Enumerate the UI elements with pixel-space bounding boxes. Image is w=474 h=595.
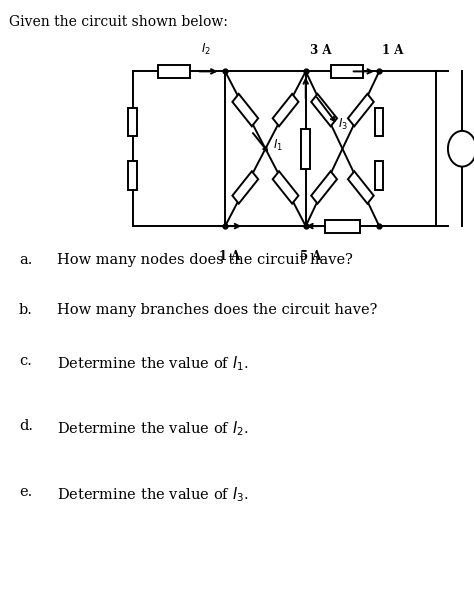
Text: Determine the value of $I_3$.: Determine the value of $I_3$. xyxy=(57,485,248,503)
Bar xyxy=(273,94,299,126)
Text: 1 A: 1 A xyxy=(382,43,403,57)
Bar xyxy=(375,161,383,190)
Text: Determine the value of $I_2$.: Determine the value of $I_2$. xyxy=(57,419,248,438)
Bar xyxy=(375,108,383,136)
Bar xyxy=(128,108,137,136)
Bar xyxy=(348,94,374,126)
Text: Determine the value of $I_1$.: Determine the value of $I_1$. xyxy=(57,354,248,372)
Text: $I_2$: $I_2$ xyxy=(201,42,211,57)
Text: $I_3$: $I_3$ xyxy=(337,117,348,133)
Text: e.: e. xyxy=(19,485,32,499)
Bar xyxy=(325,220,360,233)
Text: a.: a. xyxy=(19,253,32,267)
Text: 5 A: 5 A xyxy=(300,250,321,263)
Text: c.: c. xyxy=(19,354,32,368)
Text: How many nodes does the circuit have?: How many nodes does the circuit have? xyxy=(57,253,353,267)
Bar xyxy=(273,171,299,203)
Text: b.: b. xyxy=(19,303,33,318)
Bar xyxy=(158,65,190,78)
Bar xyxy=(128,161,137,190)
Text: 1 A: 1 A xyxy=(219,250,241,263)
Bar xyxy=(301,129,310,169)
Bar xyxy=(311,171,337,203)
Circle shape xyxy=(448,131,474,167)
Text: d.: d. xyxy=(19,419,33,434)
Bar xyxy=(311,94,337,126)
Text: How many branches does the circuit have?: How many branches does the circuit have? xyxy=(57,303,377,318)
Text: 3 A: 3 A xyxy=(310,43,332,57)
Bar xyxy=(348,171,374,203)
Bar xyxy=(232,94,258,126)
Text: Given the circuit shown below:: Given the circuit shown below: xyxy=(9,15,228,29)
Text: $I_1$: $I_1$ xyxy=(273,138,283,154)
Bar xyxy=(331,65,363,78)
Bar xyxy=(232,171,258,203)
